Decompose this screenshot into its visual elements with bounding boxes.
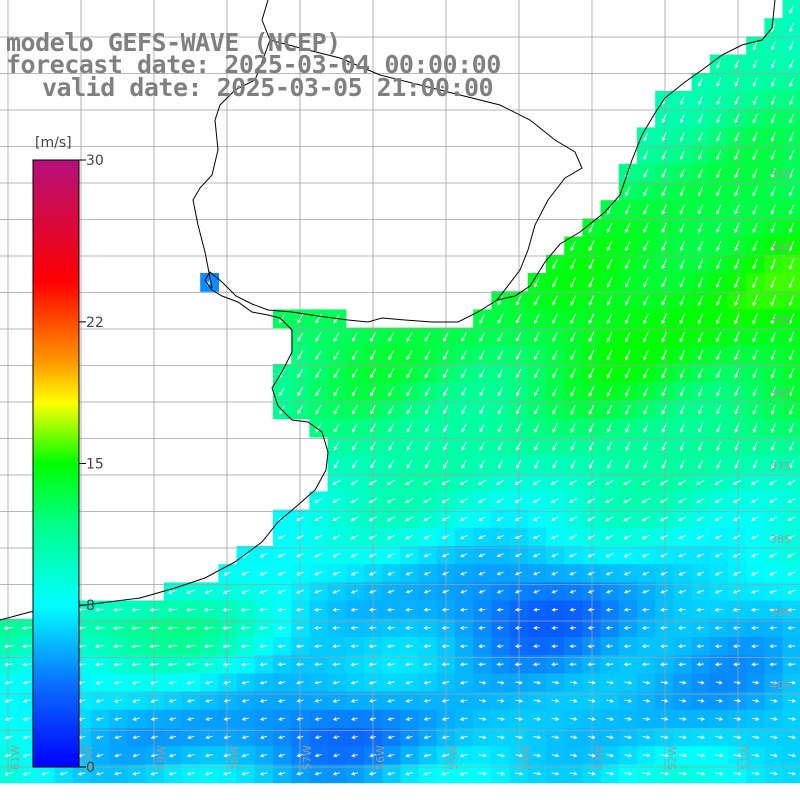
colorbar-tick-label: 30	[86, 153, 104, 169]
colorbar-tick-label: 15	[86, 457, 104, 473]
title-forecast-date: forecast date: 2025-03-04 00:00:00	[6, 50, 501, 79]
colorbar-tick-label: 0	[86, 760, 95, 776]
lat-label: 35S	[770, 314, 791, 327]
lon-label: 52W	[666, 745, 679, 770]
wind-arrows	[3, 4, 797, 776]
colorbar-tick-label: 22	[86, 315, 104, 331]
lon-label: 55W	[447, 745, 460, 770]
wind-vectors	[3, 4, 797, 776]
lat-label: 40S	[770, 679, 791, 692]
colorbar-unit: [m/s]	[35, 135, 72, 151]
title-valid-date: valid date: 2025-03-05 21:00:00	[42, 73, 494, 102]
title-model: modelo GEFS-WAVE (NCEP)	[6, 28, 341, 57]
colorbar: [m/s] 30 22 15 8 0	[32, 135, 104, 776]
lon-label: 56W	[374, 745, 387, 770]
lon-label: 54W	[520, 745, 533, 770]
latitude-labels: 33S 34S 35S 36S 37S 38S 39S 40S	[770, 168, 791, 692]
lat-label: 34S	[770, 241, 791, 254]
lon-label: 59W	[155, 745, 168, 770]
colorbar-ticks: 30 22 15 8 0	[79, 153, 104, 776]
lat-label: 37S	[770, 460, 791, 473]
colorbar-scale	[32, 159, 80, 768]
country-border	[192, 0, 583, 301]
coastline	[0, 0, 776, 621]
lat-label: 36S	[770, 387, 791, 400]
lon-label: 51W	[739, 745, 752, 770]
lat-label: 38S	[770, 533, 791, 546]
longitude-labels: 61W 60W 59W 58W 57W 56W 55W 54W 53W 52W 51W	[9, 745, 752, 770]
lon-label: 61W	[9, 745, 22, 770]
lon-label: 58W	[228, 745, 241, 770]
lon-label: 53W	[593, 745, 606, 770]
graticule-lines	[0, 0, 800, 775]
lon-label: 57W	[301, 745, 314, 770]
lat-label: 39S	[770, 606, 791, 619]
lon-label: 60W	[82, 745, 95, 770]
graticule	[0, 0, 800, 775]
colorbar-tick-label: 8	[86, 598, 95, 614]
lat-label: 33S	[770, 168, 791, 181]
